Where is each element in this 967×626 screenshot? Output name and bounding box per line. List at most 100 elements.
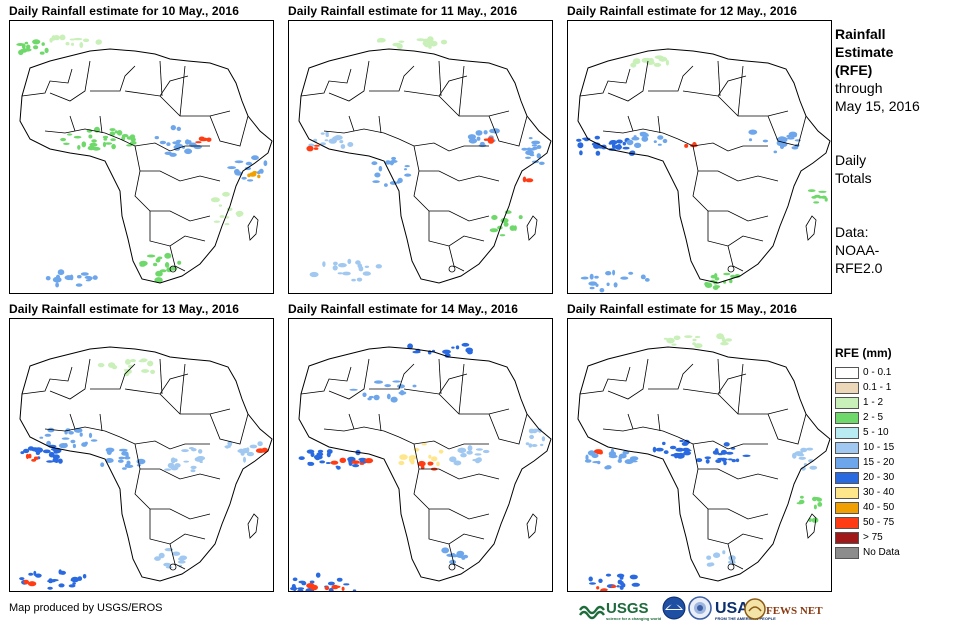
country-border (369, 65, 415, 92)
country-border (159, 358, 163, 395)
country-border (49, 60, 91, 102)
country-border (124, 373, 189, 395)
country-border (323, 128, 400, 140)
rainfall-patch (630, 55, 669, 68)
rainfall-patch (60, 126, 137, 151)
country-border (413, 443, 500, 480)
africa-coastline (19, 48, 273, 284)
country-border (69, 413, 76, 430)
rainfall-patch (371, 156, 412, 187)
legend-label: 5 - 10 (863, 427, 889, 438)
rainfall-patch (298, 449, 368, 470)
desc-title-line2: Estimate (835, 44, 894, 60)
legend-swatch (835, 367, 859, 379)
rainfall-patch (652, 439, 691, 459)
desc-through: through (835, 80, 883, 96)
country-border (602, 426, 679, 438)
country-border (627, 115, 634, 132)
legend-item: No Data (835, 546, 965, 561)
rainfall-patch (398, 443, 444, 467)
rainfall-patch (417, 460, 438, 471)
rainfall-patch (308, 131, 354, 149)
country-border (378, 413, 382, 432)
country-border (767, 413, 807, 445)
legend-item: 0 - 0.1 (835, 366, 965, 381)
lesotho-outline (727, 563, 735, 571)
desc-data-label: Data: (835, 224, 869, 240)
rainfall-patch (441, 547, 469, 565)
country-border (428, 509, 485, 545)
country-border (692, 145, 779, 182)
panel-title: Daily Rainfall estimate for 15 May., 201… (567, 302, 797, 316)
country-border (727, 543, 744, 570)
desc-totals: Totals (835, 170, 872, 186)
legend-swatch (835, 442, 859, 454)
country-border (602, 128, 679, 140)
country-border (737, 363, 744, 415)
legend-item: 50 - 75 (835, 516, 965, 531)
country-border (438, 60, 442, 97)
rainfall-patch (706, 550, 736, 567)
country-border (707, 509, 764, 545)
lesotho-outline (448, 563, 456, 571)
map-panel-may-11: Daily Rainfall estimate for 11 May., 201… (288, 4, 553, 294)
legend-label: 15 - 20 (863, 457, 895, 468)
country-border (300, 68, 352, 97)
panel-title: Daily Rainfall estimate for 14 May., 201… (288, 302, 518, 316)
rainfall-patch (330, 457, 374, 465)
country-border (169, 245, 186, 272)
country-border (328, 358, 370, 400)
rainfall-patch (626, 131, 668, 148)
rainfall-patch (663, 333, 733, 349)
country-border (21, 366, 73, 395)
country-border (44, 128, 121, 140)
legend-item: 0.1 - 1 (835, 381, 965, 396)
legend-swatch (835, 382, 859, 394)
africa-coastline (577, 346, 831, 582)
legend-item: 10 - 15 (835, 441, 965, 456)
country-border (438, 358, 442, 395)
desc-data-source-1: NOAA- (835, 242, 880, 258)
country-border (707, 211, 764, 247)
noaa-logo (662, 596, 688, 620)
legend-label: 2 - 5 (863, 412, 884, 423)
rainfall-patch (164, 447, 206, 473)
country-border (328, 60, 370, 102)
desc-daily: Daily (835, 152, 867, 168)
country-border (717, 358, 721, 395)
madagascar-outline (526, 215, 538, 241)
rainfall-patch (522, 176, 534, 183)
country-border (323, 426, 400, 438)
country-border (300, 366, 352, 395)
rainfall-patch (290, 572, 357, 591)
rainfall-patch (195, 136, 212, 144)
legend: RFE (mm) 0 - 0.1 0.1 - 1 1 - 2 2 - 5 5 - 10 1… (835, 346, 965, 561)
map-panel-may-14: Daily Rainfall estimate for 14 May., 201… (288, 302, 553, 592)
madagascar-outline (526, 513, 538, 539)
rainfall-patch (807, 189, 828, 204)
country-border (159, 95, 231, 117)
legend-label: 50 - 75 (863, 517, 895, 528)
legend-item: 30 - 40 (835, 486, 965, 501)
country-border (677, 436, 768, 450)
rainfall-patch (25, 453, 39, 462)
country-border (692, 468, 769, 520)
rainfall-patch (224, 440, 263, 463)
rainfall-patch (45, 269, 98, 288)
fews-net-wordmark: FEWS NET (766, 605, 823, 617)
legend-label: 0.1 - 1 (863, 382, 892, 393)
rainfall-patch (594, 449, 603, 455)
rainfall-patch (349, 380, 417, 403)
rainfall-map (567, 318, 832, 592)
map-panel-may-12: Daily Rainfall estimate for 12 May., 201… (567, 4, 832, 294)
country-border (413, 170, 490, 222)
country-border (99, 115, 103, 134)
country-border (657, 115, 661, 134)
legend-label: 40 - 50 (863, 502, 895, 513)
rainfall-patch (407, 342, 473, 358)
doi-seal-logo (688, 596, 714, 620)
country-border (627, 413, 634, 430)
legend-label: 30 - 40 (863, 487, 895, 498)
country-border (579, 68, 631, 97)
country-border (448, 543, 465, 570)
